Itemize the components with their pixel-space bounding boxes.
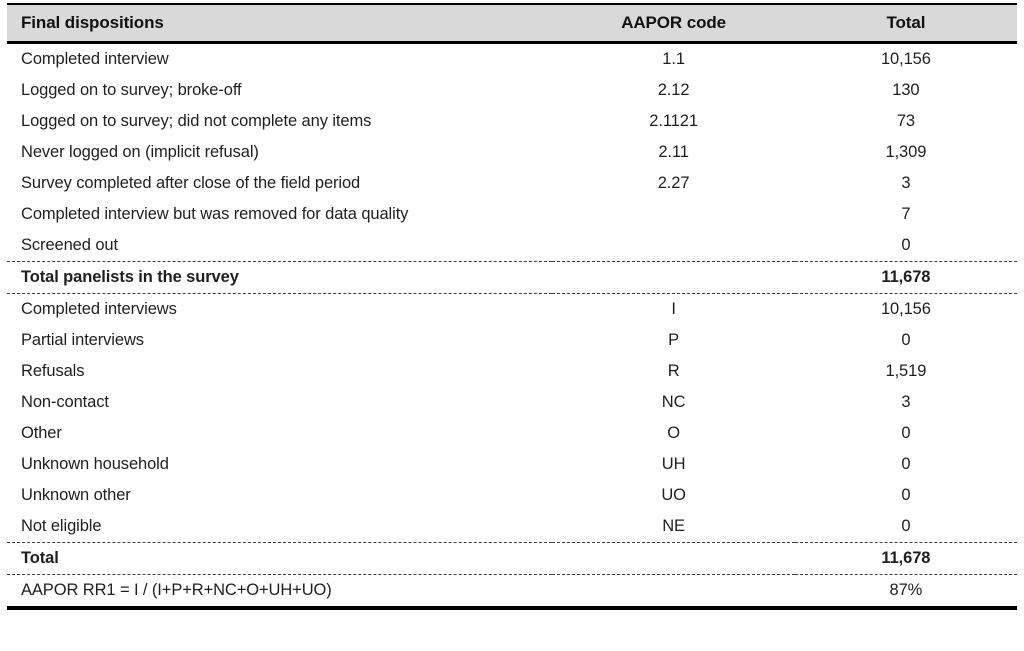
total-value: 0: [901, 236, 911, 254]
disposition-label: Unknown other: [21, 486, 131, 504]
table-row: Completed interview 1.1 10,156: [7, 43, 1017, 76]
disposition-label: Completed interview but was removed for …: [21, 205, 409, 223]
disposition-label: Non-contact: [21, 393, 109, 411]
total-value: 10,156: [880, 50, 931, 68]
aapor-code-value: I: [671, 300, 676, 318]
disposition-label: Logged on to survey; broke-off: [21, 81, 242, 99]
table-row: Unknown other UO 0: [7, 480, 1017, 511]
total-value: 1,519: [885, 362, 927, 380]
table-body: Completed interview 1.1 10,156 Logged on…: [7, 43, 1017, 609]
disposition-label: Other: [21, 424, 62, 442]
aapor-code-value: P: [668, 331, 680, 349]
total-value: 130: [892, 81, 920, 99]
total-value: 73: [896, 112, 915, 130]
table-row: Unknown household UH 0: [7, 449, 1017, 480]
response-rate-value: 87%: [889, 581, 923, 599]
table-row: Not eligible NE 0: [7, 511, 1017, 543]
total-value: 0: [901, 331, 911, 349]
aapor-code-value: [552, 199, 794, 230]
total-value: 3: [901, 174, 911, 192]
total-value: 7: [901, 205, 911, 223]
aapor-code-value: 2.12: [657, 81, 690, 99]
disposition-label: Total panelists in the survey: [7, 261, 553, 294]
total-value: 1,309: [885, 143, 927, 161]
disposition-label: Total: [7, 542, 553, 575]
aapor-code-value: [552, 230, 794, 262]
table-row: Other O 0: [7, 418, 1017, 449]
column-header-total: Total: [794, 4, 1017, 44]
header-row: Final dispositions AAPOR code Total: [7, 4, 1017, 44]
table-row: Logged on to survey; did not complete an…: [7, 106, 1017, 137]
aapor-code-value: R: [667, 362, 680, 380]
grand-total-row: Total 11,678: [7, 542, 1017, 575]
final-dispositions-table: Final dispositions AAPOR code Total Comp…: [7, 3, 1017, 610]
aapor-code-value: UH: [661, 455, 686, 473]
disposition-label: Never logged on (implicit refusal): [21, 143, 259, 161]
table-row: Non-contact NC 3: [7, 387, 1017, 418]
table-row: Logged on to survey; broke-off 2.12 130: [7, 75, 1017, 106]
aapor-code-value: 1.1: [662, 50, 685, 68]
total-value: 0: [901, 455, 911, 473]
disposition-label: Completed interview: [21, 50, 169, 68]
table-row: Completed interview but was removed for …: [7, 199, 1017, 230]
disposition-label: Screened out: [21, 236, 118, 254]
aapor-code-value: 2.11: [658, 143, 689, 161]
aapor-code-value: UO: [661, 486, 686, 504]
response-rate-row: AAPOR RR1 = I / (I+P+R+NC+O+UH+UO) 87%: [7, 575, 1017, 609]
aapor-code-value: 2.1121: [649, 112, 698, 130]
disposition-label: Partial interviews: [21, 331, 144, 349]
response-rate-formula: AAPOR RR1 = I / (I+P+R+NC+O+UH+UO): [21, 581, 332, 599]
total-value: 10,156: [880, 300, 931, 318]
disposition-label: Unknown household: [21, 455, 169, 473]
column-header-final-dispositions: Final dispositions: [7, 4, 553, 44]
table-row: Never logged on (implicit refusal) 2.11 …: [7, 137, 1017, 168]
disposition-label: Logged on to survey; did not complete an…: [21, 112, 372, 130]
total-value: 11,678: [794, 542, 1017, 575]
column-header-aapor-code: AAPOR code: [552, 4, 795, 44]
disposition-label: Survey completed after close of the fiel…: [21, 174, 361, 192]
total-value: 3: [901, 393, 911, 411]
total-value: 11,678: [794, 261, 1017, 294]
aapor-code-value: 2.27: [657, 174, 690, 192]
table-row: Screened out 0: [7, 230, 1017, 262]
total-panelists-row: Total panelists in the survey 11,678: [7, 261, 1017, 294]
table-row: Survey completed after close of the fiel…: [7, 168, 1017, 199]
aapor-code-value: O: [667, 424, 680, 442]
aapor-code-value: NE: [662, 517, 685, 535]
aapor-code-value: [552, 542, 795, 575]
total-value: 0: [901, 486, 911, 504]
aapor-code-value: [552, 261, 795, 294]
total-value: 0: [901, 424, 911, 442]
table-row: Refusals R 1,519: [7, 356, 1017, 387]
aapor-code-value: [552, 575, 794, 609]
disposition-label: Refusals: [21, 362, 85, 380]
document-page: Final dispositions AAPOR code Total Comp…: [0, 3, 1024, 651]
table-row: Completed interviews I 10,156: [7, 294, 1017, 326]
disposition-label: Completed interviews: [21, 300, 177, 318]
total-value: 0: [901, 517, 911, 535]
aapor-code-value: NC: [661, 393, 686, 411]
disposition-label: Not eligible: [21, 517, 102, 535]
table-row: Partial interviews P 0: [7, 325, 1017, 356]
table-header: Final dispositions AAPOR code Total: [7, 4, 1017, 44]
